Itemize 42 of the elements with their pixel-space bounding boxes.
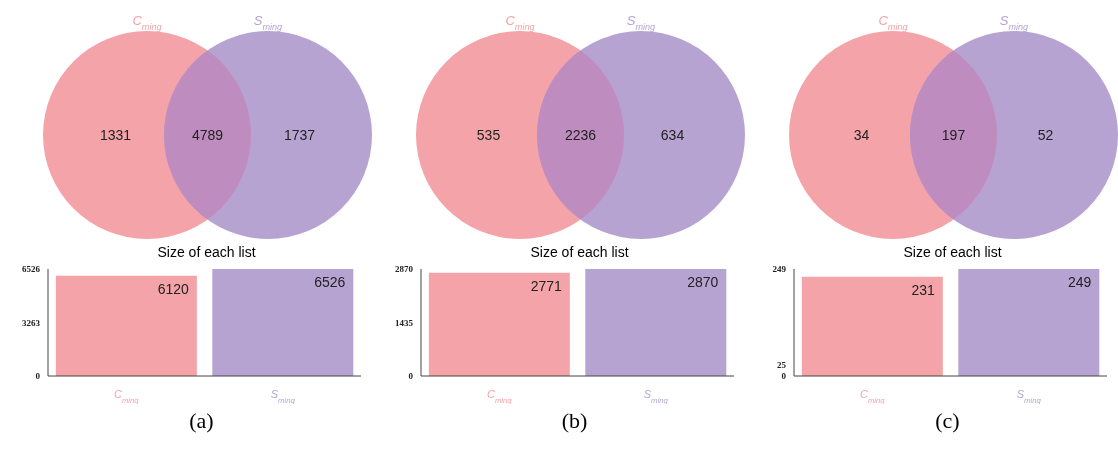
text: C$_{ming}$ (878, 13, 908, 32)
data-label: 2236 (564, 127, 597, 143)
text: C$_{ming}$ (505, 13, 535, 32)
data-label: 197 (941, 127, 966, 143)
x-tick-label: C$_{ming}$ (859, 388, 886, 405)
text: C$_{ming}$ (132, 13, 162, 32)
text: S$_{ming}$ (253, 13, 283, 32)
data-label: 6526 (314, 273, 346, 290)
y-tick-label: 25 (777, 360, 787, 371)
data-label: 1331 (99, 127, 132, 143)
data-label: 1737 (283, 127, 316, 143)
y-tick-label: 0 (35, 371, 41, 382)
text: S$_{ming}$ (999, 13, 1029, 32)
data-label: 535 (476, 127, 501, 143)
data-label: 2870 (687, 273, 719, 290)
text: (a) (188, 408, 215, 434)
y-tick-label: 0 (408, 371, 414, 382)
text: (b) (560, 408, 589, 434)
chart-title: Size of each list (156, 244, 257, 262)
x-tick-label: S$_{ming}$ (270, 388, 296, 405)
data-label: 4789 (191, 127, 224, 143)
data-label: 231 (911, 281, 936, 298)
chart-title: Size of each list (902, 244, 1003, 262)
text: (c) (934, 408, 961, 434)
text: S$_{ming}$ (626, 13, 656, 32)
data-label: 249 (1067, 273, 1092, 290)
data-label: 6120 (157, 280, 190, 297)
data-label: 52 (1037, 127, 1054, 143)
x-tick-label: S$_{ming}$ (643, 388, 669, 405)
x-tick-label: C$_{ming}$ (113, 388, 140, 405)
data-label: 2771 (530, 277, 563, 294)
x-tick-label: C$_{ming}$ (486, 388, 513, 405)
y-tick-label: 2870 (395, 264, 414, 275)
data-label: 34 (853, 127, 870, 143)
y-tick-label: 3263 (22, 317, 41, 328)
chart-title: Size of each list (529, 244, 630, 262)
y-tick-label: 1435 (395, 317, 414, 328)
y-tick-label: 249 (772, 264, 787, 275)
x-tick-label: S$_{ming}$ (1016, 388, 1042, 405)
y-tick-label: 6526 (22, 264, 41, 275)
y-tick-label: 0 (781, 371, 787, 382)
data-label: 634 (660, 127, 685, 143)
